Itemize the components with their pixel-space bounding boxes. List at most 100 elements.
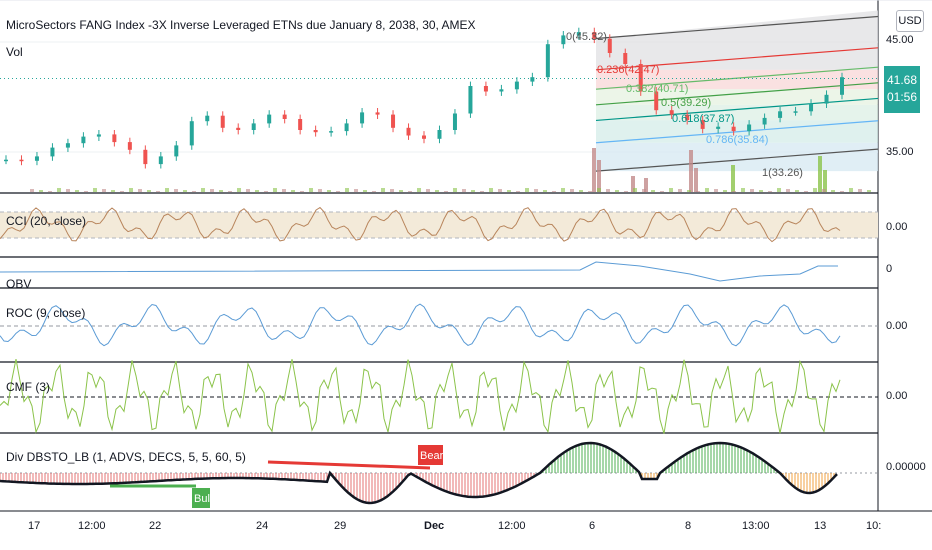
candle — [143, 149, 148, 165]
bar-countdown: 01:56 — [886, 90, 918, 104]
volume-bar — [849, 188, 853, 192]
candle — [514, 81, 519, 90]
candle — [809, 103, 814, 112]
volume-bar — [669, 188, 673, 192]
volume-bar — [741, 188, 745, 192]
candle — [50, 147, 55, 157]
roc-line — [0, 303, 841, 347]
time-tick: 13:00 — [742, 520, 770, 532]
volume-bar — [723, 190, 727, 192]
volume-bar — [354, 189, 358, 192]
volume-bar — [644, 178, 648, 192]
fib-level-label: 1(33.26) — [762, 167, 803, 179]
volume-bar — [210, 189, 214, 192]
roc-label: ROC (9, close) — [6, 306, 86, 320]
candle — [313, 130, 318, 133]
currency-button[interactable]: USD — [896, 10, 924, 32]
volume-bar — [489, 188, 493, 192]
volume-bar — [732, 191, 736, 192]
volume-bar — [471, 190, 475, 192]
div-bear-segment — [267, 460, 431, 470]
candle — [762, 117, 767, 125]
candle — [375, 112, 380, 115]
cci-line — [0, 206, 841, 243]
time-tick: 6 — [589, 520, 596, 532]
candle — [19, 159, 24, 162]
volume-bar — [129, 188, 133, 192]
candle — [391, 114, 396, 128]
volume-bar — [93, 188, 97, 192]
volume-bar — [606, 189, 610, 192]
candle — [592, 32, 597, 39]
candle — [747, 124, 752, 132]
volume-bar — [435, 190, 439, 192]
volume-bar — [408, 191, 412, 192]
candle — [65, 143, 70, 148]
volume-bar — [399, 190, 403, 192]
volume-bar — [705, 188, 709, 192]
candle — [700, 120, 705, 129]
volume-bar — [111, 190, 115, 192]
volume-bar — [327, 190, 331, 192]
fib-level-label: 0.618(37.87) — [672, 113, 734, 125]
candle — [422, 135, 426, 139]
volume-bar — [48, 191, 52, 192]
candle — [840, 77, 844, 95]
volume-bar — [694, 168, 698, 192]
volume-bar — [417, 188, 421, 192]
candle — [298, 119, 303, 130]
fib-band — [596, 69, 878, 90]
cmf-line — [0, 359, 841, 434]
time-tick: 12:00 — [498, 520, 526, 532]
candle — [669, 110, 674, 115]
candle — [81, 136, 86, 144]
candle — [576, 32, 581, 36]
volume-bar — [858, 189, 862, 192]
volume-bar — [237, 188, 241, 192]
volume-bar — [201, 188, 205, 192]
candle — [561, 35, 566, 45]
volume-bar — [570, 189, 574, 192]
fib-level-line — [595, 148, 879, 172]
bear-tag: Bear — [418, 445, 444, 465]
fib-level-line — [595, 82, 879, 106]
volume-bar — [689, 150, 693, 192]
price-tick-45: 45.00 — [886, 34, 914, 46]
volume-bar — [264, 191, 268, 192]
candle — [530, 77, 535, 82]
fib-level-line — [595, 15, 879, 40]
candle — [34, 156, 39, 161]
fib-level-label: 0.5(39.29) — [661, 97, 711, 109]
volume-bar — [318, 189, 322, 192]
candle — [793, 111, 798, 113]
candle — [329, 131, 334, 133]
volume-bar — [444, 191, 448, 192]
volume-bar — [273, 188, 277, 192]
volume-bar — [750, 189, 754, 192]
volume-bar — [462, 189, 466, 192]
volume-bar — [156, 191, 160, 192]
candle — [112, 134, 117, 143]
candle — [638, 64, 643, 92]
volume-bar — [696, 191, 700, 192]
volume-bar — [525, 188, 529, 192]
volume-bar — [174, 189, 178, 192]
volume-label: Vol — [6, 45, 23, 59]
last-price-badge: 41.68 01:56 — [884, 66, 920, 113]
volume-bar — [516, 191, 520, 192]
candle — [716, 126, 721, 129]
volume-bar — [165, 188, 169, 192]
candle — [824, 94, 829, 104]
candle — [267, 114, 272, 124]
volume-bar — [39, 190, 43, 192]
volume-bar — [498, 189, 502, 192]
time-tick: Dec — [424, 520, 445, 532]
volume-bar — [480, 191, 484, 192]
volume-bar — [363, 190, 367, 192]
time-tick: 22 — [149, 520, 162, 532]
fib-band — [596, 142, 878, 172]
volume-bar — [300, 191, 304, 192]
volume-bar — [219, 190, 223, 192]
time-tick: 12:00 — [78, 520, 106, 532]
